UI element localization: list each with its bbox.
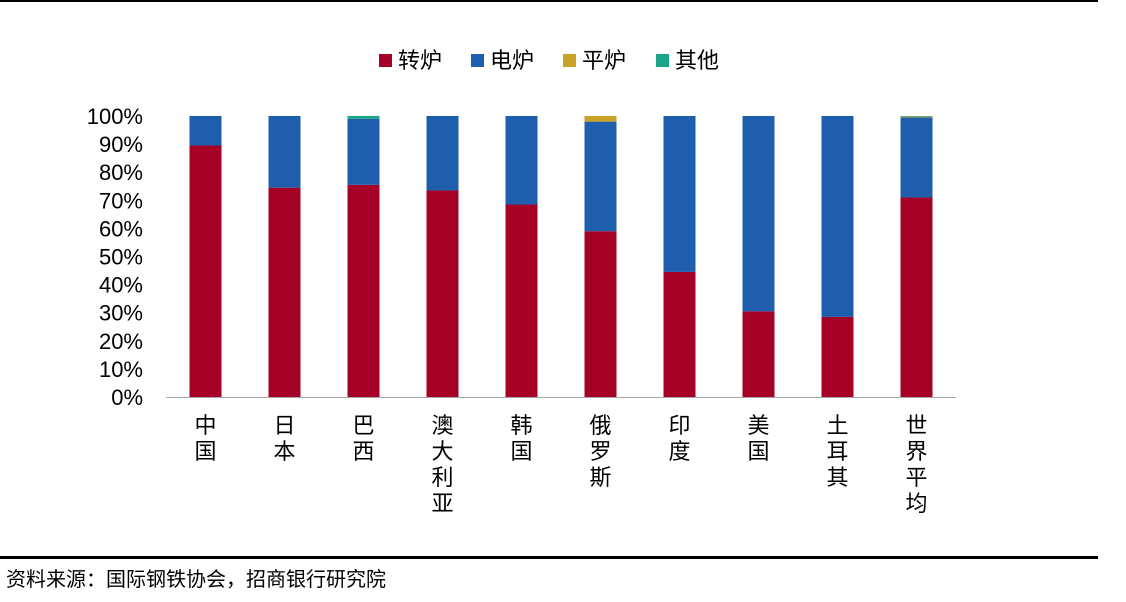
- bar-segment-0: [821, 316, 854, 397]
- bar-segment-0: [663, 271, 696, 397]
- legend-label-3: 其他: [675, 49, 719, 74]
- stacked-bar-chart: 转炉 电炉 平炉 其他 0% 10% 20% 30% 40% 50% 60% 70% 80% 90% 10…: [87, 49, 956, 517]
- y-tick-label: 50%: [99, 245, 143, 270]
- bar-segment-1: [426, 116, 459, 191]
- bar-segment-0: [426, 190, 459, 397]
- legend-label-0: 转炉: [398, 49, 442, 74]
- x-tick-label: 美国: [747, 414, 769, 465]
- bar-segment-0: [268, 187, 301, 397]
- bar-segment-3: [347, 116, 380, 119]
- x-tick-label: 土耳其: [826, 414, 848, 491]
- legend-label-2: 平炉: [582, 49, 626, 74]
- bar-segment-2: [900, 116, 933, 118]
- y-tick-label: 10%: [99, 357, 143, 382]
- y-tick-label: 90%: [99, 132, 143, 157]
- legend: 转炉 电炉 平炉 其他: [379, 49, 719, 74]
- y-tick-label: 40%: [99, 273, 143, 298]
- y-tick-label: 60%: [99, 216, 143, 241]
- x-tick-label: 韩国: [510, 414, 532, 465]
- bar-segment-0: [347, 184, 380, 397]
- x-tick-label: 日本: [273, 414, 295, 465]
- bar-segment-1: [742, 116, 775, 312]
- x-tick-label: 世界平均: [905, 414, 927, 517]
- top-rule: [0, 0, 1098, 2]
- bar-segment-3: [900, 116, 933, 117]
- legend-swatch-0: [379, 54, 392, 67]
- y-tick-label: 0%: [111, 385, 143, 410]
- bar-segment-0: [189, 145, 222, 397]
- y-tick-label: 30%: [99, 301, 143, 326]
- bar-segment-1: [584, 121, 617, 232]
- bars: [189, 116, 933, 397]
- bar-segment-1: [900, 117, 933, 198]
- x-tick-label: 印度: [668, 414, 690, 465]
- y-tick-label: 20%: [99, 329, 143, 354]
- bar-segment-1: [821, 116, 854, 317]
- bar-segment-1: [268, 116, 301, 188]
- x-tick-label: 俄罗斯: [589, 414, 611, 491]
- bar-segment-0: [900, 197, 933, 397]
- bar-segment-0: [742, 311, 775, 397]
- y-axis: 0% 10% 20% 30% 40% 50% 60% 70% 80% 90% 100%: [87, 104, 143, 410]
- bar-segment-1: [505, 116, 538, 205]
- y-tick-label: 80%: [99, 160, 143, 185]
- y-tick-label: 70%: [99, 188, 143, 213]
- bar-segment-1: [663, 116, 696, 272]
- x-tick-label: 澳大利亚: [431, 414, 453, 517]
- x-axis: 中国 日本 巴西 澳大利亚 韩国 俄罗斯 印度 美国 土耳其 世界平均: [166, 397, 956, 517]
- bar-segment-2: [584, 116, 617, 122]
- legend-label-1: 电炉: [490, 49, 534, 74]
- y-tick-label: 100%: [87, 104, 143, 129]
- bar-segment-0: [584, 231, 617, 397]
- legend-swatch-1: [471, 54, 484, 67]
- x-tick-label: 巴西: [352, 414, 374, 465]
- x-tick-label: 中国: [194, 414, 216, 465]
- source-note: 资料来源：国际钢铁协会，招商银行研究院: [6, 567, 386, 591]
- legend-swatch-2: [563, 54, 576, 67]
- bar-segment-1: [189, 116, 222, 146]
- bar-segment-1: [347, 118, 380, 185]
- bar-segment-0: [505, 204, 538, 397]
- bottom-rule: [0, 556, 1098, 559]
- legend-swatch-3: [656, 54, 669, 67]
